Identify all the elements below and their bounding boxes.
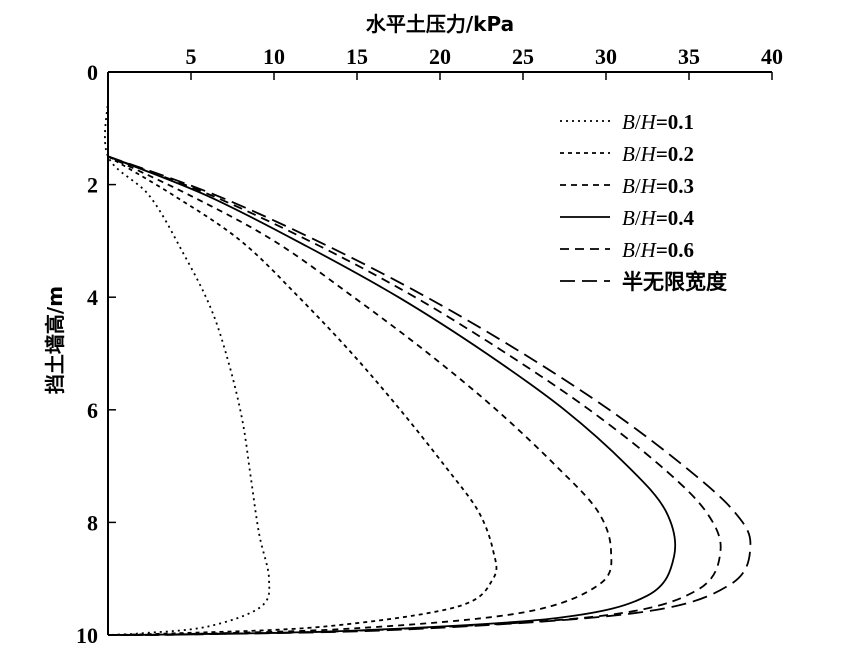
- legend-label-part: B: [622, 174, 635, 198]
- legend-label-part: =0.1: [656, 110, 694, 134]
- legend-label-part: H: [640, 238, 658, 262]
- legend-label-part: /: [635, 110, 641, 134]
- legend-label-part: /: [635, 142, 641, 166]
- legend-label-part: H: [640, 110, 658, 134]
- y-tick-label: 2: [87, 173, 98, 198]
- series-line-2: [107, 155, 498, 636]
- legend-label-part: =0.3: [656, 174, 694, 198]
- legend-label: 半无限宽度: [622, 270, 727, 294]
- x-tick-label: 30: [595, 44, 617, 69]
- x-ticks: 5 10 15 20 25 30 35 40: [186, 44, 783, 80]
- legend-label-part: =0.2: [656, 142, 694, 166]
- legend-label-part: H: [640, 142, 658, 166]
- legend-label: B/H=0.2: [622, 142, 694, 166]
- x-tick-label: 15: [346, 44, 368, 69]
- y-tick-label: 10: [76, 623, 98, 648]
- legend-label: B/H=0.4: [622, 206, 695, 230]
- x-tick-label: 25: [512, 44, 534, 69]
- y-tick-label: 4: [87, 285, 98, 310]
- legend-label-part: /: [635, 206, 641, 230]
- x-tick-label: 35: [678, 44, 700, 69]
- y-tick-label: 6: [87, 398, 98, 423]
- series-line-1: [104, 100, 271, 636]
- x-tick-label: 20: [429, 44, 451, 69]
- legend-label-part: H: [640, 174, 658, 198]
- legend-label-part: H: [640, 206, 658, 230]
- legend-label: B/H=0.6: [622, 238, 694, 262]
- legend-label-part: B: [622, 110, 635, 134]
- legend-label: B/H=0.3: [622, 174, 694, 198]
- series-line-5: [107, 155, 722, 636]
- y-ticks: 0 2 4 6 8 10: [76, 60, 116, 648]
- y-axis-title: 挡土墙高/m: [43, 286, 67, 394]
- legend-label-part: /: [635, 238, 641, 262]
- x-axis-title: 水平土压力/kPa: [366, 12, 514, 36]
- legend-label-part: B: [622, 206, 635, 230]
- y-tick-label: 8: [87, 510, 98, 535]
- series-line-3: [107, 155, 613, 636]
- x-tick-label: 10: [263, 44, 285, 69]
- series-group: [104, 100, 752, 636]
- legend-label-part: =0.6: [656, 238, 694, 262]
- legend-label-part: B: [622, 142, 635, 166]
- x-tick-label: 5: [186, 44, 197, 69]
- x-tick-label: 40: [761, 44, 783, 69]
- legend-label: B/H=0.1: [622, 110, 694, 134]
- legend-label-part: =0.4: [656, 206, 695, 230]
- y-tick-label: 0: [87, 60, 98, 85]
- legend-label-part: /: [635, 174, 641, 198]
- legend-label-part: B: [622, 238, 635, 262]
